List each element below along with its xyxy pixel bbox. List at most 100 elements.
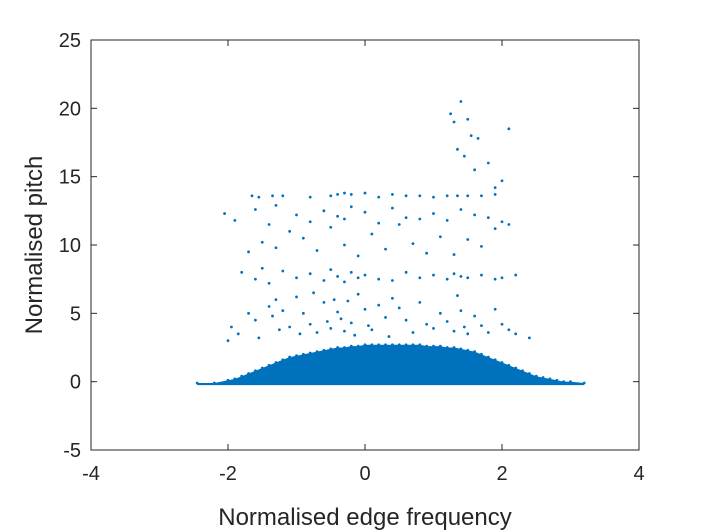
data-point bbox=[411, 331, 415, 334]
data-point bbox=[377, 195, 381, 199]
data-point bbox=[271, 194, 274, 198]
data-point bbox=[240, 270, 244, 274]
data-point bbox=[315, 350, 319, 353]
data-point bbox=[469, 134, 473, 138]
data-point bbox=[493, 277, 497, 281]
data-point bbox=[267, 363, 271, 367]
data-point bbox=[480, 194, 483, 198]
data-point bbox=[486, 161, 490, 165]
data-point bbox=[254, 318, 257, 322]
y-axis-label: Normalised pitch bbox=[21, 156, 48, 335]
data-point bbox=[418, 194, 422, 198]
x-tick-label: 0 bbox=[359, 463, 370, 485]
data-point bbox=[254, 369, 257, 373]
data-point bbox=[295, 213, 298, 217]
data-point bbox=[288, 229, 292, 233]
data-point bbox=[473, 350, 476, 353]
data-point bbox=[425, 322, 429, 326]
data-point bbox=[466, 238, 470, 241]
data-point bbox=[555, 378, 559, 382]
data-point bbox=[336, 310, 339, 314]
data-point bbox=[343, 243, 346, 247]
data-point bbox=[336, 193, 339, 196]
data-point bbox=[404, 318, 408, 322]
data-point bbox=[233, 377, 237, 381]
data-point bbox=[404, 194, 408, 198]
data-point bbox=[349, 270, 353, 274]
data-point bbox=[397, 223, 401, 226]
data-point bbox=[493, 307, 497, 311]
data-point bbox=[459, 208, 463, 211]
data-points bbox=[195, 100, 586, 385]
data-point bbox=[480, 244, 483, 248]
data-point bbox=[500, 361, 504, 364]
data-point bbox=[247, 311, 250, 315]
data-point bbox=[500, 220, 504, 224]
data-point bbox=[445, 194, 449, 198]
data-point bbox=[325, 320, 329, 323]
data-point bbox=[548, 377, 552, 381]
data-point bbox=[322, 279, 326, 282]
data-point bbox=[432, 273, 435, 277]
data-point bbox=[308, 351, 312, 355]
data-point bbox=[254, 277, 257, 281]
data-point bbox=[295, 295, 298, 299]
data-point bbox=[493, 358, 497, 362]
data-point bbox=[257, 336, 261, 340]
data-point bbox=[343, 191, 346, 195]
x-axis-label: Normalised edge frequency bbox=[218, 504, 512, 531]
data-point bbox=[288, 325, 292, 329]
data-point bbox=[418, 343, 422, 347]
data-point bbox=[452, 329, 456, 333]
data-point bbox=[322, 209, 326, 213]
data-point bbox=[387, 335, 391, 338]
y-tick-label: 15 bbox=[59, 167, 81, 189]
data-point bbox=[343, 280, 346, 284]
y-tick-label: 0 bbox=[70, 372, 81, 394]
data-point bbox=[514, 332, 518, 336]
data-point bbox=[377, 277, 381, 281]
data-point bbox=[562, 380, 566, 384]
data-point bbox=[343, 346, 346, 349]
data-point bbox=[257, 195, 261, 199]
data-point bbox=[528, 372, 531, 375]
data-point bbox=[521, 369, 524, 373]
dense-points-band bbox=[197, 344, 585, 386]
data-point bbox=[267, 223, 271, 226]
data-point bbox=[363, 191, 367, 195]
data-point bbox=[288, 355, 292, 359]
y-tick-label: 20 bbox=[59, 98, 81, 120]
data-point bbox=[445, 277, 449, 281]
data-point bbox=[274, 298, 278, 302]
data-point bbox=[349, 344, 353, 348]
data-point bbox=[459, 100, 463, 103]
data-point bbox=[349, 193, 353, 196]
data-point bbox=[329, 326, 333, 330]
data-point bbox=[459, 309, 463, 312]
data-point bbox=[260, 240, 264, 244]
data-point bbox=[343, 217, 346, 221]
data-point bbox=[308, 220, 312, 224]
data-point bbox=[301, 352, 305, 356]
data-point bbox=[312, 291, 316, 295]
data-point bbox=[452, 346, 456, 349]
data-point bbox=[356, 292, 360, 296]
data-point bbox=[459, 347, 463, 351]
data-point bbox=[438, 311, 442, 315]
data-point bbox=[308, 322, 312, 326]
data-point bbox=[367, 324, 370, 328]
y-tick-label: -5 bbox=[63, 440, 81, 462]
data-point bbox=[493, 227, 497, 231]
data-point bbox=[212, 381, 216, 385]
data-point bbox=[377, 303, 381, 307]
data-point bbox=[466, 194, 470, 198]
data-point bbox=[281, 269, 285, 273]
data-point bbox=[356, 276, 360, 280]
data-point bbox=[315, 331, 319, 334]
data-point bbox=[277, 328, 281, 332]
y-tick-label: 5 bbox=[70, 303, 81, 325]
data-point bbox=[247, 372, 250, 375]
data-point bbox=[411, 343, 415, 347]
data-point bbox=[456, 194, 459, 198]
